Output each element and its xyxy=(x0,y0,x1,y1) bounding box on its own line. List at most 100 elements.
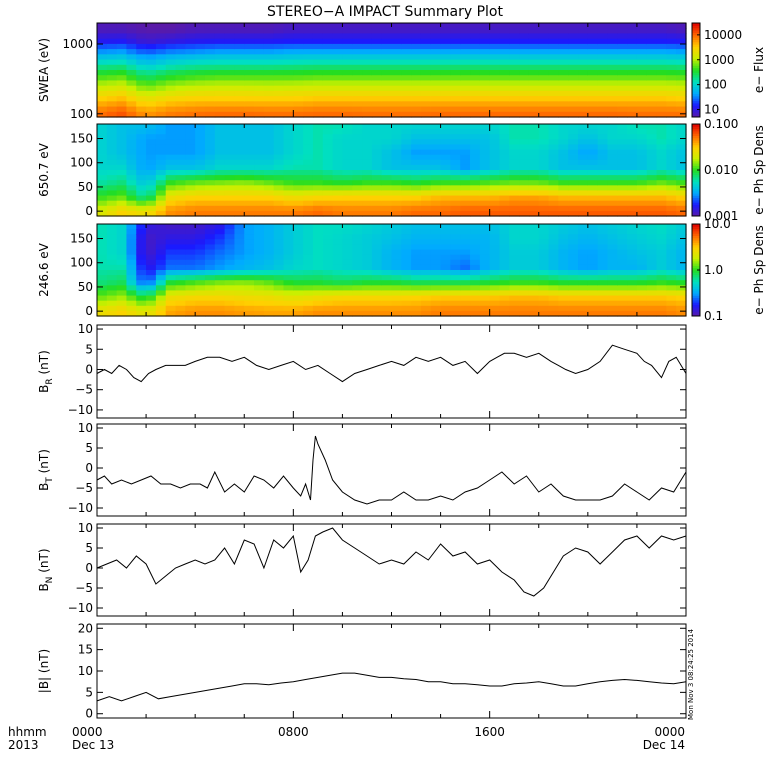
heatmap-cell xyxy=(195,200,206,207)
heatmap-cell xyxy=(479,195,491,202)
heatmap-cell xyxy=(371,59,383,66)
heatmap-cell xyxy=(165,129,177,135)
heatmap-cell xyxy=(146,49,157,55)
heatmap-cell xyxy=(106,205,118,212)
heatmap-cell xyxy=(676,38,687,45)
heatmap-cell xyxy=(381,185,393,192)
heatmap-cell xyxy=(224,264,236,271)
heatmap-cell xyxy=(617,205,628,212)
heatmap-cell xyxy=(234,149,245,156)
heatmap-cell xyxy=(362,210,373,217)
heatmap-cell xyxy=(568,195,579,202)
heatmap-cell xyxy=(676,229,687,235)
heatmap-cell xyxy=(234,139,245,146)
heatmap-cell xyxy=(146,170,157,176)
heatmap-cell xyxy=(568,80,579,87)
heatmap-cell xyxy=(607,264,618,271)
heatmap-cell xyxy=(401,310,412,317)
heatmap-cell xyxy=(303,43,314,50)
colorbar-segment xyxy=(692,144,700,148)
heatmap-cell xyxy=(558,280,569,286)
heatmap-cell xyxy=(470,33,481,40)
heatmap-cell xyxy=(303,310,314,317)
heatmap-cell xyxy=(548,80,559,87)
heatmap-cell xyxy=(146,159,157,166)
heatmap-cell xyxy=(499,70,510,76)
heatmap-cell xyxy=(97,28,108,35)
heatmap-cell xyxy=(303,64,314,71)
heatmap-cell xyxy=(440,239,451,246)
heatmap-cell xyxy=(578,75,589,82)
heatmap-cell xyxy=(224,280,236,286)
heatmap-cell xyxy=(519,54,530,61)
heatmap-cell xyxy=(254,28,265,35)
heatmap-cell xyxy=(165,205,177,212)
heatmap-cell xyxy=(627,144,638,151)
heatmap-cell xyxy=(430,23,442,29)
heatmap-cell xyxy=(263,23,275,29)
heatmap-cell xyxy=(597,101,609,108)
heatmap-cell xyxy=(234,185,245,192)
heatmap-cell xyxy=(558,290,569,297)
heatmap-cell xyxy=(293,234,304,240)
heatmap-cell xyxy=(401,90,412,97)
heatmap-cell xyxy=(293,285,304,292)
heatmap-cell xyxy=(676,275,687,281)
y-tick-label: −10 xyxy=(68,403,93,417)
heatmap-cell xyxy=(656,290,667,297)
heatmap-cell xyxy=(352,310,363,317)
heatmap-cell xyxy=(362,280,373,286)
heatmap-cell xyxy=(312,254,324,261)
heatmap-cell xyxy=(411,134,422,140)
heatmap-cell xyxy=(214,144,226,151)
heatmap-cell xyxy=(195,111,206,118)
heatmap-cell xyxy=(558,54,569,61)
heatmap-cell xyxy=(558,185,569,192)
heatmap-cell xyxy=(528,154,540,161)
heatmap-cell xyxy=(489,200,501,207)
heatmap-cell xyxy=(371,295,383,302)
heatmap-cell xyxy=(646,254,658,261)
heatmap-cell xyxy=(548,290,559,297)
heatmap-cell xyxy=(548,190,559,197)
heatmap-cell xyxy=(352,259,363,266)
colorbar-segment xyxy=(692,37,700,40)
heatmap-cell xyxy=(401,290,412,297)
heatmap-cell xyxy=(509,210,520,217)
heatmap-cell xyxy=(666,264,677,271)
heatmap-cell xyxy=(175,175,186,181)
heatmap-cell xyxy=(617,170,628,176)
heatmap-cell xyxy=(450,38,461,45)
heatmap-cell xyxy=(666,28,677,35)
heatmap-cell xyxy=(499,170,510,176)
heatmap-cell xyxy=(244,200,255,207)
heatmap-cell xyxy=(283,70,294,76)
heatmap-cell xyxy=(578,285,589,292)
heatmap-cell xyxy=(499,280,510,286)
heatmap-cell xyxy=(312,234,324,240)
heatmap-cell xyxy=(175,38,186,45)
heatmap-cell xyxy=(607,259,618,266)
heatmap-cell xyxy=(195,210,206,217)
heatmap-cell xyxy=(470,129,481,135)
heatmap-cell xyxy=(214,80,226,87)
heatmap-cell xyxy=(322,164,334,171)
heatmap-cell xyxy=(430,275,442,281)
heatmap-cell xyxy=(332,254,344,261)
heatmap-cell xyxy=(489,54,501,61)
heatmap-cell xyxy=(450,111,461,118)
heatmap-cell xyxy=(617,249,628,256)
heatmap-cell xyxy=(126,75,137,82)
heatmap-cell xyxy=(283,144,294,151)
heatmap-cell xyxy=(411,80,422,87)
heatmap-cell xyxy=(224,106,236,113)
heatmap-cell xyxy=(528,75,540,82)
heatmap-cell xyxy=(116,134,128,140)
heatmap-cell xyxy=(558,144,569,151)
heatmap-cell xyxy=(263,54,275,61)
heatmap-cell xyxy=(666,239,677,246)
heatmap-cell xyxy=(214,23,226,29)
heatmap-cell xyxy=(283,111,294,118)
heatmap-cell xyxy=(558,154,569,161)
heatmap-cell xyxy=(646,180,658,186)
